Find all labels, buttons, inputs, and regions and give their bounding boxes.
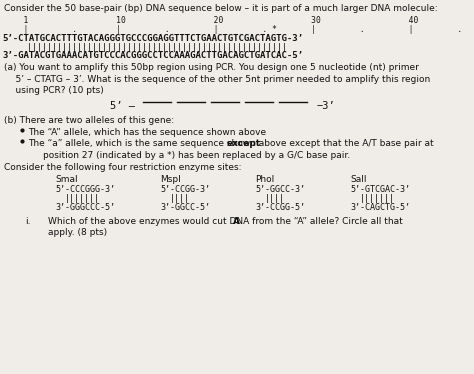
- Text: using PCR? (10 pts): using PCR? (10 pts): [4, 86, 104, 95]
- Text: ||||: ||||: [170, 194, 190, 203]
- Text: position 27 (indicated by a *) has been replaced by a G/C base pair.: position 27 (indicated by a *) has been …: [43, 151, 350, 160]
- Text: 5’-CCGG-3’: 5’-CCGG-3’: [160, 185, 210, 194]
- Text: Which of the above enzymes would cut DNA from the “A” allele? Circle all that: Which of the above enzymes would cut DNA…: [48, 217, 403, 226]
- Text: A: A: [233, 217, 240, 226]
- Text: 3’-CCGG-5’: 3’-CCGG-5’: [255, 203, 305, 212]
- Text: 3’-CAGCTG-5’: 3’-CAGCTG-5’: [350, 203, 410, 212]
- Text: apply. (8 pts): apply. (8 pts): [48, 229, 107, 237]
- Text: 5’-GTCGAC-3’: 5’-GTCGAC-3’: [350, 185, 410, 194]
- Text: |         .        |         .         |         . *       |         .         |: | . | . | . * | . |: [4, 25, 474, 34]
- Text: −3’: −3’: [317, 101, 336, 111]
- Text: 5’ –: 5’ –: [110, 101, 135, 111]
- Text: (b) There are two alleles of this gene:: (b) There are two alleles of this gene:: [4, 116, 174, 125]
- Text: ||||||||||||||||||||||||||||||||||||||||||||||||||||: ||||||||||||||||||||||||||||||||||||||||…: [2, 43, 287, 52]
- Text: PhoI: PhoI: [255, 175, 274, 184]
- Text: ||||: ||||: [265, 194, 285, 203]
- Text: MspI: MspI: [160, 175, 181, 184]
- Text: The “A” allele, which has the sequence shown above: The “A” allele, which has the sequence s…: [28, 128, 266, 137]
- Text: |||||||: |||||||: [65, 194, 100, 203]
- Text: |||||||: |||||||: [360, 194, 395, 203]
- Text: 3’-GGCC-5’: 3’-GGCC-5’: [160, 203, 210, 212]
- Text: SalI: SalI: [350, 175, 366, 184]
- Text: The “a” allele, which is the same sequence shown above except that the A/T base : The “a” allele, which is the same sequen…: [28, 139, 434, 148]
- Text: 5’-CCCGGG-3’: 5’-CCCGGG-3’: [55, 185, 115, 194]
- Text: (a) You want to amplify this 50bp region using PCR. You design one 5 nucleotide : (a) You want to amplify this 50bp region…: [4, 63, 419, 72]
- Text: 3’-GGGCCC-5’: 3’-GGGCCC-5’: [55, 203, 115, 212]
- Text: 1                  10                  20                  30                  4: 1 10 20 30 4: [4, 15, 474, 25]
- Text: i.: i.: [25, 217, 30, 226]
- Text: 3’-GATACGTGAAACATGTCCCACGGGCCTCCAAAGACTTGACAGCTGATCAC-5’: 3’-GATACGTGAAACATGTCCCACGGGCCTCCAAAGACTT…: [2, 50, 303, 59]
- Text: 5’ – CTATG – 3’. What is the sequence of the other 5nt primer needed to amplify : 5’ – CTATG – 3’. What is the sequence of…: [4, 75, 430, 84]
- Text: 5’-GGCC-3’: 5’-GGCC-3’: [255, 185, 305, 194]
- Text: Consider the 50 base-pair (bp) DNA sequence below – it is part of a much larger : Consider the 50 base-pair (bp) DNA seque…: [4, 4, 438, 13]
- Text: except: except: [227, 139, 261, 148]
- Text: 5’-CTATGCACTTTGTACAGGGTGCCCGGAGGTTTCTGAACTGTCGACTAGTG-3’: 5’-CTATGCACTTTGTACAGGGTGCCCGGAGGTTTCTGAA…: [2, 34, 303, 43]
- Text: SmaI: SmaI: [55, 175, 78, 184]
- Text: Consider the following four restriction enzyme sites:: Consider the following four restriction …: [4, 163, 241, 172]
